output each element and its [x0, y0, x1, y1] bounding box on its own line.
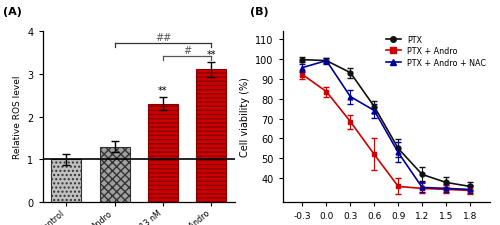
Text: (A): (A): [2, 7, 22, 17]
Text: #: #: [183, 45, 191, 55]
Bar: [148, 104, 178, 202]
Legend: PTX, PTX + Andro, PTX + Andro + NAC: PTX, PTX + Andro, PTX + Andro + NAC: [383, 32, 489, 70]
Bar: [100, 147, 130, 202]
Text: (B): (B): [250, 7, 268, 17]
Bar: [52, 160, 81, 202]
Bar: [196, 70, 226, 202]
Text: **: **: [158, 85, 168, 95]
Y-axis label: Cell viability (%): Cell viability (%): [240, 77, 250, 157]
Text: ##: ##: [155, 33, 171, 43]
Text: **: **: [206, 50, 216, 60]
Y-axis label: Relative ROS level: Relative ROS level: [12, 75, 22, 159]
